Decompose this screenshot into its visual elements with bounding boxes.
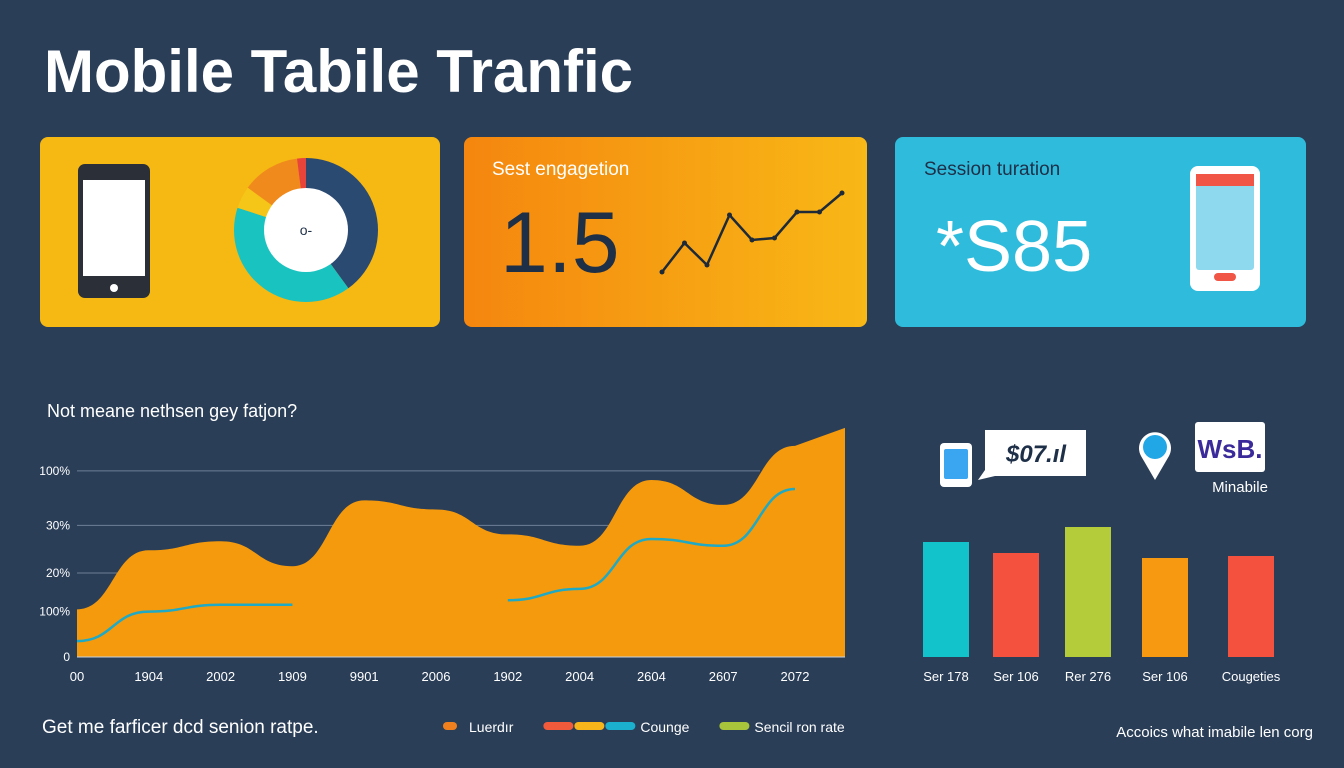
x-tick-label: 2607 — [709, 669, 738, 684]
donut-chart: o- — [233, 158, 379, 303]
legend-label: Sencil ron rate — [754, 719, 844, 735]
legend-swatch — [543, 722, 574, 730]
x-tick-label: 1904 — [134, 669, 163, 684]
chart-title: Not meane nethsen gey fatjon? — [47, 401, 297, 421]
phone-button — [1214, 273, 1236, 281]
legend-swatch — [719, 722, 750, 730]
sparkline — [659, 190, 845, 275]
card-value: 1.5 — [500, 195, 620, 291]
sparkline-dot — [727, 212, 732, 218]
sparkline-dot — [682, 240, 687, 246]
phone-bar — [1196, 174, 1254, 186]
legend-swatch — [443, 722, 457, 730]
line — [76, 487, 796, 643]
sparkline-dot — [749, 237, 755, 243]
y-tick-label: 100% — [39, 605, 70, 619]
x-tick-label: 2604 — [637, 669, 666, 684]
x-tick-label: 1902 — [493, 669, 522, 684]
x-tick-label: Cougeties — [1222, 669, 1281, 684]
phone-screen — [944, 449, 968, 479]
footer-note: Get me farficer dcd senion ratpe. — [42, 717, 319, 738]
page-title: Mobile Tabile Tranfic — [44, 38, 633, 105]
phone-screen — [83, 180, 145, 276]
card-title: Sest engagetion — [492, 159, 629, 180]
x-tick-label: Ser 106 — [1142, 669, 1188, 684]
price-label: $07.ıl — [1005, 441, 1067, 468]
area — [77, 427, 845, 657]
sparkline-dot — [839, 190, 845, 196]
bar-chart: Ser 178 Ser 106 Rer 276 Ser 106 Cougeties — [923, 527, 1281, 684]
logo: WsB. — [1198, 434, 1263, 464]
x-tick-label: Ser 178 — [923, 669, 969, 684]
logo-box — [1195, 422, 1265, 472]
y-tick-label: 30% — [46, 518, 70, 532]
logo-caption: Minabile — [1212, 479, 1268, 496]
x-tick-label: 2004 — [565, 669, 594, 684]
footer-note: Accoics what imabile len corg — [1116, 724, 1313, 741]
bar — [1142, 558, 1188, 657]
donut-hole — [264, 188, 348, 272]
bar — [993, 553, 1039, 657]
x-tick-label: 9901 — [350, 669, 379, 684]
bar — [923, 542, 969, 657]
sparkline-dot — [772, 235, 777, 241]
sparkline-dot — [794, 209, 800, 215]
legend-swatch — [605, 722, 636, 730]
card — [464, 137, 867, 327]
bar — [1228, 556, 1274, 657]
y-tick-label: 100% — [39, 464, 70, 478]
x-tick-label: 2006 — [422, 669, 451, 684]
x-tick-label: 00 — [70, 669, 84, 684]
legend-label: Counge — [640, 719, 689, 735]
donut-label: o- — [300, 222, 313, 238]
sparkline-dot — [704, 262, 710, 268]
card-title: Session turation — [924, 159, 1060, 180]
sparkline-dot — [817, 209, 822, 215]
bar — [1065, 527, 1111, 657]
phone-screen — [1196, 174, 1254, 270]
y-tick-label: 20% — [46, 566, 70, 580]
map-pin-dot — [1143, 435, 1167, 459]
x-tick-label: 2072 — [781, 669, 810, 684]
x-tick-label: Ser 106 — [993, 669, 1039, 684]
legend-swatch — [574, 722, 605, 730]
x-tick-label: 2002 — [206, 669, 235, 684]
x-tick-label: 1909 — [278, 669, 307, 684]
sparkline-dot — [659, 269, 665, 275]
y-tick-label: 0 — [63, 650, 70, 664]
area-chart: Not meane nethsen gey fatjon? 0 100% 20% 30%… — [39, 401, 845, 735]
x-tick-label: Rer 276 — [1065, 669, 1111, 684]
speech-bubble — [978, 430, 1086, 480]
legend-label: Luerdır — [469, 719, 514, 735]
phone-button — [110, 284, 118, 292]
card-value: *S85 — [936, 207, 1092, 287]
